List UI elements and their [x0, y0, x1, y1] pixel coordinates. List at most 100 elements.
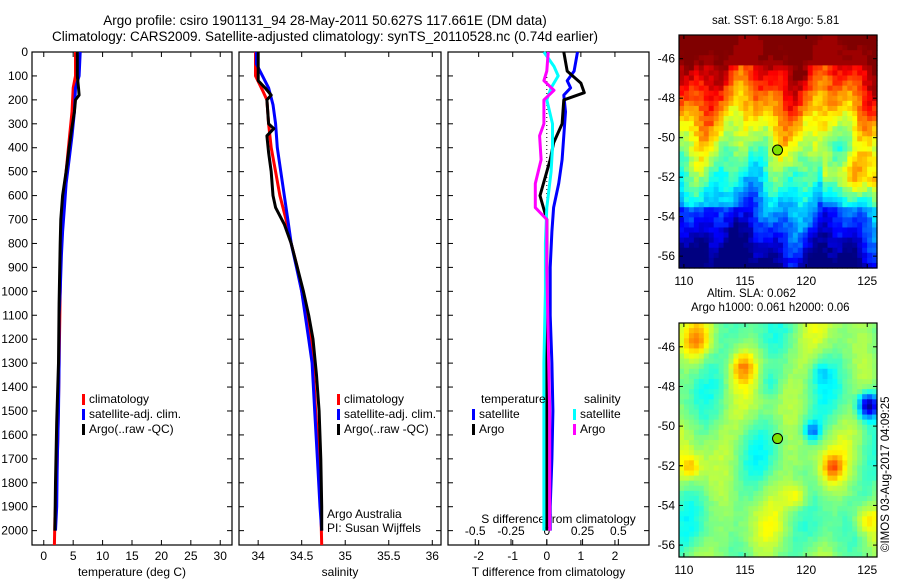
map-cell: [763, 197, 769, 203]
map-cell: [718, 373, 725, 380]
map-cell: [867, 353, 873, 360]
map-cell: [708, 192, 715, 198]
map-cell: [872, 171, 878, 178]
map-cell: [807, 541, 814, 548]
map-cell: [862, 526, 868, 533]
map-cell: [817, 363, 824, 370]
map-cell: [773, 171, 779, 178]
map-cell: [738, 65, 744, 72]
map-cell: [862, 50, 868, 56]
map-cell: [792, 217, 799, 224]
map-cell: [718, 536, 725, 543]
map-cell: [733, 526, 739, 533]
map-cell: [688, 166, 695, 173]
map-cell: [787, 343, 794, 350]
map-cell: [842, 521, 848, 528]
map-cell: [827, 541, 834, 548]
map-cell: [758, 95, 764, 102]
map-cell: [773, 373, 779, 380]
map-cell: [812, 222, 819, 229]
map-cell: [812, 419, 819, 426]
map-cell: [763, 126, 769, 132]
map-cell: [773, 389, 779, 395]
difference-profile-xtick-label: 1: [578, 549, 585, 563]
map-cell: [748, 90, 754, 97]
map-cell: [778, 242, 784, 249]
map-cell: [683, 60, 690, 66]
map-cell: [812, 80, 819, 87]
map-cell: [797, 445, 804, 451]
map-cell: [703, 526, 710, 533]
map-cell: [852, 166, 858, 173]
map-cell: [683, 353, 690, 360]
map-cell: [812, 252, 819, 259]
map-cell: [842, 465, 848, 472]
map-cell: [679, 389, 685, 395]
map-cell: [792, 419, 799, 426]
map-cell: [763, 247, 769, 254]
map-cell: [763, 207, 769, 213]
map-cell: [768, 55, 774, 61]
map-cell: [758, 363, 764, 370]
map-cell: [768, 511, 774, 517]
map-cell: [743, 414, 749, 421]
map-cell: [763, 501, 769, 507]
map-cell: [837, 506, 843, 512]
map-cell: [867, 536, 873, 543]
map-cell: [683, 501, 690, 507]
map-cell: [698, 384, 705, 390]
map-cell: [683, 192, 690, 198]
map-cell: [812, 192, 819, 198]
map-cell: [693, 358, 700, 365]
map-cell: [802, 70, 809, 77]
map-cell: [778, 45, 784, 51]
map-cell: [862, 161, 868, 168]
map-cell: [832, 404, 838, 411]
map-cell: [827, 202, 834, 208]
map-cell: [713, 131, 720, 137]
map-cell: [748, 217, 754, 224]
map-cell: [763, 262, 769, 269]
map-cell: [812, 75, 819, 82]
map-cell: [738, 551, 744, 558]
map-cell: [723, 434, 730, 441]
map-cell: [698, 536, 705, 543]
map-cell: [733, 358, 739, 365]
map-cell: [837, 378, 843, 385]
map-cell: [733, 55, 739, 61]
map-cell: [698, 257, 705, 264]
map-cell: [688, 506, 695, 512]
map-cell: [773, 424, 779, 431]
map-cell: [807, 35, 814, 41]
map-cell: [698, 141, 705, 148]
map-cell: [748, 131, 754, 137]
map-cell: [872, 373, 878, 380]
map-cell: [847, 526, 853, 533]
map-cell: [703, 80, 710, 87]
map-cell: [723, 247, 730, 254]
map-cell: [688, 252, 695, 259]
map-cell: [852, 126, 858, 132]
map-cell: [763, 450, 769, 456]
map-cell: [867, 252, 873, 259]
map-cell: [698, 197, 705, 203]
map-cell: [822, 257, 829, 264]
map-cell: [718, 465, 725, 472]
map-cell: [807, 232, 814, 239]
map-cell: [867, 40, 873, 46]
map-cell: [753, 368, 759, 375]
map-cell: [817, 328, 824, 334]
map-cell: [782, 262, 789, 269]
map-cell: [872, 353, 878, 360]
map-cell: [837, 490, 843, 497]
map-cell: [683, 136, 690, 142]
map-cell: [698, 470, 705, 477]
map-cell: [698, 368, 705, 375]
map-cell: [852, 323, 858, 329]
map-cell: [782, 333, 789, 339]
diff-legend-salinity-swatch: [573, 424, 576, 435]
map-cell: [698, 521, 705, 528]
map-cell: [743, 521, 749, 528]
map-cell: [797, 100, 804, 107]
map-cell: [718, 252, 725, 259]
